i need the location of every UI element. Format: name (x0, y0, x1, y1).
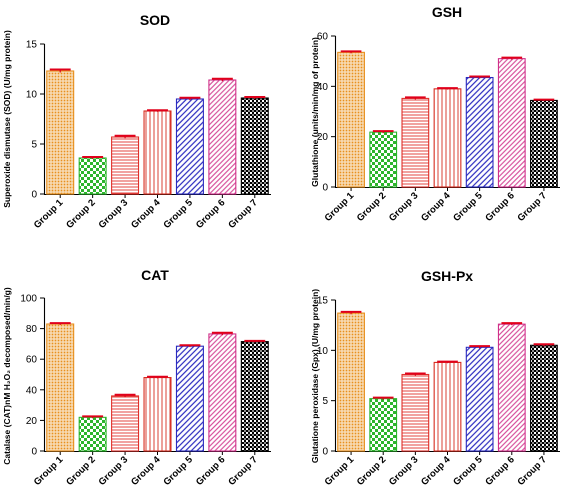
bar-group-3 (401, 373, 430, 452)
y-axis-label: Glutatione peroxidase (Gpx) (U/mg protei… (310, 289, 320, 463)
x-category-label: Group 2 (64, 454, 98, 488)
y-tick-label: 10 (26, 90, 38, 101)
y-axis-label: Glutathione (units/min/mg of protein) (310, 37, 320, 187)
x-category-label: Group 2 (64, 197, 98, 231)
bar-group-7 (240, 341, 269, 452)
x-category-label: Group 3 (97, 454, 131, 488)
x-category-label: Group 1 (32, 454, 66, 488)
x-category-label: Group 2 (355, 454, 389, 488)
y-tick-label: 0 (31, 190, 37, 201)
x-category-label: Group 3 (387, 454, 421, 488)
x-category-label: Group 6 (483, 190, 517, 224)
x-category-label: Group 4 (129, 454, 163, 488)
y-tick-label: 100 (20, 294, 37, 305)
y-tick-label: 10 (317, 346, 329, 357)
x-category-label: Group 1 (323, 454, 357, 488)
x-category-label: Group 1 (32, 197, 66, 231)
bar-group-6 (497, 58, 526, 188)
bar-group-1 (46, 323, 75, 452)
y-tick-label: 40 (317, 82, 329, 93)
x-category-label: Group 5 (162, 197, 196, 231)
x-category-label: Group 1 (323, 190, 357, 224)
bar-group-6 (208, 333, 237, 452)
x-category-label: Group 5 (451, 454, 485, 488)
x-category-label: Group 6 (194, 197, 228, 231)
y-tick-label: 0 (322, 447, 328, 458)
bar-group-4 (143, 377, 172, 452)
bar-group-7 (240, 97, 269, 195)
bar-group-5 (175, 98, 204, 195)
bar-group-5 (175, 345, 204, 452)
bar-group-1 (337, 51, 365, 188)
y-axis-label: Superoxide dismutase (SOD) (U/mg protein… (2, 30, 12, 208)
x-category-label: Group 7 (516, 454, 550, 488)
x-category-label: Group 4 (419, 190, 453, 224)
y-tick-label: 15 (317, 296, 329, 307)
x-category-label: Group 7 (226, 454, 260, 488)
bar-group-7 (530, 99, 558, 188)
chart-panel-sod: SOD Superoxide dismutase (SOD) (U/mg prot… (2, 12, 271, 231)
chart-panel-gsh: GSH Glutathione (units/min/mg of protein)… (310, 4, 560, 224)
y-tick-label: 60 (26, 355, 38, 366)
bar-group-3 (111, 136, 140, 195)
y-tick-label: 80 (26, 324, 38, 335)
y-tick-label: 15 (26, 40, 38, 51)
x-category-label: Group 2 (355, 190, 389, 224)
y-axis-label: Catalase (CAT)nM H₂O₂ decomposed/min/g) (2, 287, 12, 465)
x-category-label: Group 3 (387, 190, 421, 224)
y-tick-label: 5 (31, 140, 37, 151)
y-tick-label: 0 (322, 183, 328, 194)
x-category-label: Group 4 (129, 197, 163, 231)
bar-group-3 (111, 395, 140, 452)
x-category-label: Group 6 (483, 454, 517, 488)
bar-group-4 (433, 361, 462, 452)
bar-group-2 (78, 157, 107, 195)
x-category-label: Group 3 (97, 197, 131, 231)
bar-group-5 (465, 76, 494, 188)
chart-panel-cat: CAT Catalase (CAT)nM H₂O₂ decomposed/min/… (2, 267, 271, 488)
bar-group-6 (497, 323, 526, 452)
y-tick-label: 20 (26, 416, 38, 427)
y-tick-label: 60 (317, 32, 329, 43)
bar-group-3 (401, 97, 430, 188)
bar-group-2 (78, 416, 107, 452)
y-tick-label: 0 (31, 447, 37, 458)
x-category-label: Group 6 (194, 454, 228, 488)
bar-group-5 (465, 346, 494, 452)
bar-group-2 (369, 131, 398, 188)
bar-group-7 (530, 344, 558, 452)
bar-group-1 (337, 312, 365, 452)
y-tick-label: 40 (26, 385, 38, 396)
bar-group-1 (46, 70, 75, 195)
chart-title: GSH-Px (421, 268, 473, 284)
chart-title: CAT (141, 267, 169, 283)
x-category-label: Group 7 (516, 190, 550, 224)
bar-group-2 (369, 398, 398, 452)
y-tick-label: 5 (322, 396, 328, 407)
chart-title: SOD (140, 12, 170, 28)
bar-group-4 (143, 110, 172, 195)
x-category-label: Group 5 (162, 454, 196, 488)
bar-group-4 (433, 88, 462, 188)
x-category-label: Group 4 (419, 454, 453, 488)
x-category-label: Group 7 (226, 197, 260, 231)
y-tick-label: 20 (317, 132, 329, 143)
x-category-label: Group 5 (451, 190, 485, 224)
chart-panels: SOD Superoxide dismutase (SOD) (U/mg prot… (2, 4, 560, 488)
chart-panel-gsh-px: GSH-Px Glutatione peroxidase (Gpx) (U/mg … (310, 268, 560, 488)
chart-title: GSH (432, 4, 462, 20)
bar-group-6 (208, 79, 237, 195)
